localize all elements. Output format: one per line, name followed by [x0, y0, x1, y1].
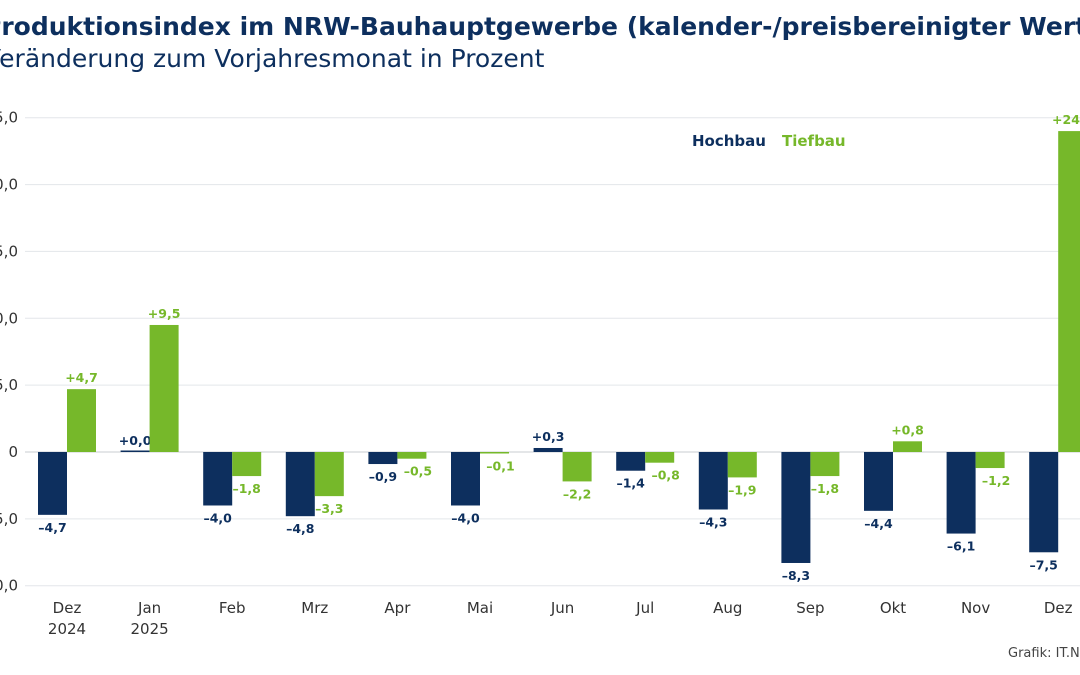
- data-label-tiefbau: –0,1: [486, 458, 514, 473]
- x-tick-label: 2025: [131, 620, 169, 638]
- bar-tiefbau: [1058, 131, 1080, 453]
- data-label-hochbau: –7,5: [1029, 557, 1057, 572]
- bar-hochbau: [203, 452, 233, 506]
- bar-hochbau: [285, 452, 315, 517]
- bar-tiefbau: [562, 452, 592, 482]
- bar-tiefbau: [232, 452, 262, 477]
- x-tick-label: Jul: [635, 599, 654, 617]
- data-label-hochbau: +0,3: [532, 429, 565, 444]
- x-tick-label: Nov: [961, 599, 990, 617]
- y-tick-label: 10,0: [0, 309, 18, 327]
- chart-title: Produktionsindex im NRW-Bauhauptgewerbe …: [0, 12, 1080, 41]
- data-label-tiefbau: –0,5: [404, 464, 432, 479]
- bar-hochbau: [864, 452, 893, 511]
- bar-tiefbau: [67, 389, 96, 452]
- bar-hochbau: [533, 447, 563, 452]
- bar-hochbau: [946, 452, 976, 534]
- x-tick-label: Mrz: [301, 599, 328, 617]
- data-label-hochbau: –4,4: [864, 516, 893, 531]
- x-tick-label: Feb: [219, 599, 246, 617]
- data-label-tiefbau: –1,8: [811, 481, 839, 496]
- bar-tiefbau: [975, 452, 1005, 469]
- legend-tiefbau: Tiefbau: [782, 132, 846, 150]
- bar-tiefbau: [314, 452, 344, 497]
- data-label-tiefbau: –3,3: [315, 501, 343, 516]
- bar-tiefbau: [480, 452, 509, 454]
- data-label-hochbau: –4,8: [286, 521, 314, 536]
- bar-hochbau: [451, 452, 480, 506]
- bar-tiefbau: [149, 324, 179, 452]
- data-label-hochbau: –4,0: [203, 510, 232, 525]
- bar-tiefbau: [810, 452, 840, 477]
- y-tick-label: 0: [8, 443, 18, 461]
- data-label-hochbau: –1,4: [616, 476, 645, 491]
- x-tick-label: Okt: [880, 599, 906, 617]
- x-tick-label: 2024: [48, 620, 86, 638]
- data-label-tiefbau: +9,5: [148, 306, 181, 321]
- bar-hochbau: [120, 450, 150, 452]
- data-label-hochbau: –4,7: [38, 520, 66, 535]
- data-label-tiefbau: +4,7: [65, 370, 98, 385]
- bar-hochbau: [368, 452, 398, 465]
- bar-hochbau: [781, 452, 811, 563]
- bar-tiefbau: [893, 441, 922, 452]
- legend-hochbau: Hochbau: [692, 132, 766, 150]
- x-tick-label: Mai: [467, 599, 493, 617]
- source-credit: Grafik: IT.NRW: [1008, 646, 1080, 661]
- y-tick-label: 15,0: [0, 242, 18, 260]
- data-label-tiefbau: +24,0: [1052, 112, 1080, 127]
- x-tick-label: Jun: [550, 599, 574, 617]
- y-tick-label: 25,0: [0, 109, 18, 127]
- x-tick-label: Jan: [137, 599, 161, 617]
- x-tick-label: Sep: [796, 599, 824, 617]
- bar-tiefbau: [645, 452, 675, 463]
- data-label-hochbau: +0,0: [119, 433, 152, 448]
- chart-subtitle: Veränderung zum Vorjahresmonat in Prozen…: [0, 44, 545, 73]
- data-label-hochbau: –4,0: [451, 510, 480, 525]
- data-label-hochbau: –6,1: [947, 539, 975, 554]
- x-tick-label: Dez: [53, 599, 82, 617]
- data-label-tiefbau: –1,8: [232, 481, 260, 496]
- y-tick-label: –5,0: [0, 510, 18, 528]
- data-label-hochbau: –8,3: [782, 568, 810, 583]
- bar-tiefbau: [397, 452, 427, 459]
- data-label-tiefbau: –0,8: [651, 468, 679, 483]
- data-label-tiefbau: –1,2: [982, 473, 1010, 488]
- y-tick-label: 5,0: [0, 376, 18, 394]
- data-label-tiefbau: +0,8: [891, 422, 924, 437]
- y-tick-label: 20,0: [0, 176, 18, 194]
- bar-hochbau: [698, 452, 728, 510]
- x-tick-label: Apr: [384, 599, 411, 617]
- data-label-tiefbau: –1,9: [728, 482, 756, 497]
- data-label-hochbau: –4,3: [699, 514, 727, 529]
- data-label-hochbau: –0,9: [369, 469, 397, 484]
- data-label-tiefbau: –2,2: [563, 486, 591, 501]
- bar-tiefbau: [727, 452, 757, 478]
- bar-hochbau: [38, 452, 67, 515]
- bar-hochbau: [1029, 452, 1059, 553]
- x-tick-label: Aug: [713, 599, 742, 617]
- x-tick-label: Dez: [1044, 599, 1073, 617]
- y-tick-label: –10,0: [0, 577, 18, 595]
- bar-hochbau: [616, 452, 646, 471]
